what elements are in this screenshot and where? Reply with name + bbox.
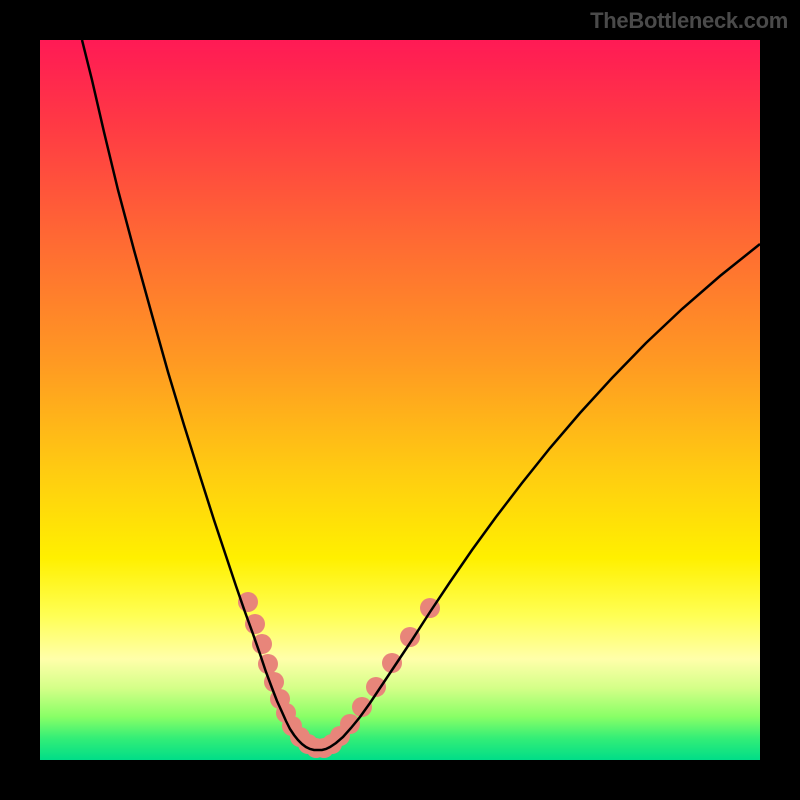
watermark-text: TheBottleneck.com: [590, 8, 788, 34]
curve-overlay: [40, 40, 760, 760]
chart-container: TheBottleneck.com: [0, 0, 800, 800]
bottleneck-curve: [82, 40, 760, 750]
plot-area: [40, 40, 760, 760]
